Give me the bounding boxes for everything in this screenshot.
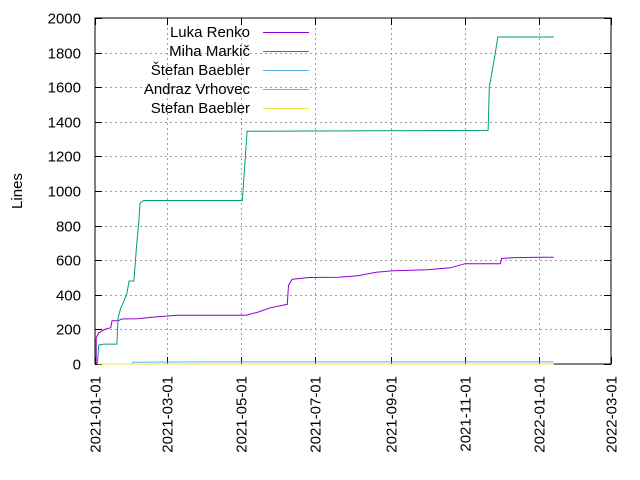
legend-label: Štefan Baebler [151,62,250,79]
legend-label: Miha Markič [169,43,250,60]
series-line [96,36,554,365]
y-tick-label: 800 [56,219,81,236]
x-tick-label: 2021-01-01 [88,376,105,453]
y-tick-label: 1000 [48,184,81,201]
legend-label: Stefan Baebler [151,100,250,117]
y-tick-label: 2000 [48,11,81,28]
x-tick-label: 2021-09-01 [384,376,401,453]
series-group [95,36,554,365]
legend: Luka Renko Miha Markič Štefan Baebler Andra… [144,24,309,117]
x-axis: 2021-01-01 2021-03-01 2021-05-01 2021-07-01… [88,18,621,453]
y-tick-label: 0 [73,357,81,374]
x-tick-label: 2021-07-01 [308,376,325,453]
y-axis-label: Lines [9,173,26,209]
y-tick-label: 1200 [48,149,81,166]
y-tick-label: 400 [56,288,81,305]
y-tick-label: 1800 [48,46,81,63]
x-tick-label: 2022-01-01 [532,376,549,453]
y-tick-label: 1400 [48,115,81,132]
x-tick-label: 2022-03-01 [604,376,621,453]
legend-label: Andraz Vrhovec [144,81,251,98]
x-tick-label: 2021-05-01 [234,376,251,453]
legend-label: Luka Renko [170,24,250,41]
y-tick-label: 600 [56,253,81,270]
y-tick-label: 200 [56,322,81,339]
y-axis: 0 200 400 600 800 1000 1200 1400 1600 1800 2000 [48,11,611,374]
x-tick-label: 2021-11-01 [458,376,475,452]
series-line [95,256,554,364]
grid-lines [95,18,611,364]
y-tick-label: 1600 [48,80,81,97]
x-tick-label: 2021-03-01 [160,376,177,453]
